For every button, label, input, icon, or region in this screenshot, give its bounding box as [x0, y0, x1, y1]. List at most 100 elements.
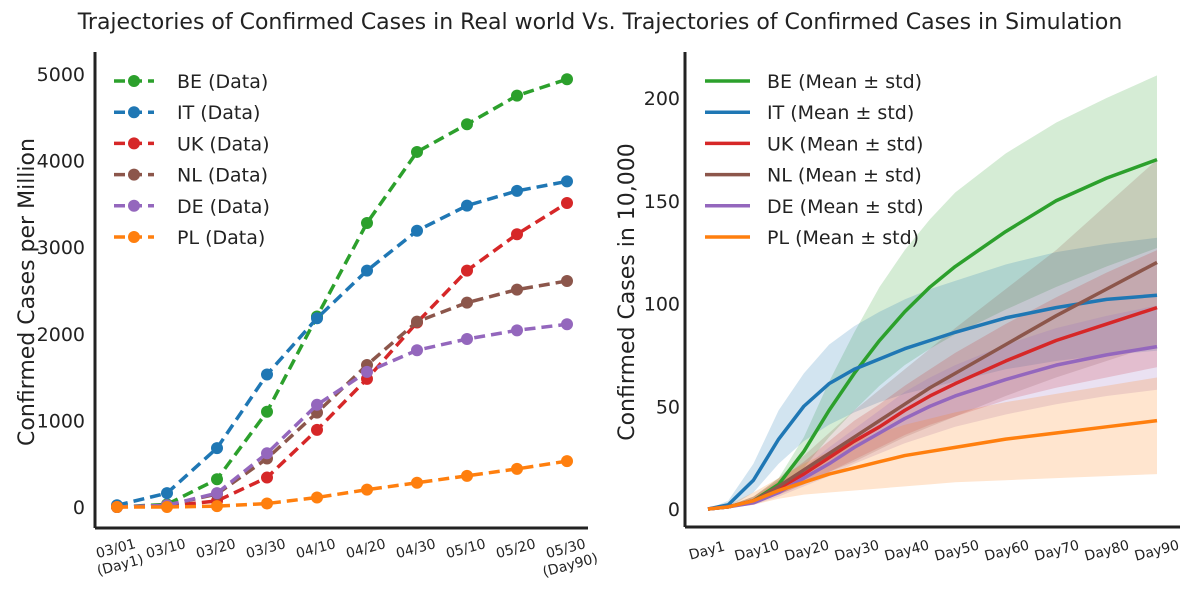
y-tick-label: 1000	[37, 410, 85, 432]
data-point	[511, 184, 523, 197]
data-point	[161, 501, 173, 513]
data-point	[311, 312, 323, 325]
simulation-series	[707, 158, 1158, 511]
data-point	[311, 491, 323, 504]
y-tick-label: 0	[668, 499, 680, 521]
y-axis-label: Confirmed Cases in 10,000	[615, 143, 640, 441]
data-point	[561, 73, 573, 86]
legend-label: PL (Data)	[177, 227, 265, 249]
data-point	[261, 447, 273, 460]
x-tick-label: 03/20	[194, 536, 237, 562]
x-tick-label: Day90	[1133, 538, 1181, 565]
y-tick-label: 200	[644, 88, 680, 110]
legend-marker	[128, 75, 140, 87]
data-point	[411, 315, 423, 328]
series-pl-data	[111, 455, 573, 513]
legend-label: BE (Data)	[177, 71, 268, 93]
x-tick-label: Day70	[1033, 538, 1081, 565]
y-tick-label: 50	[656, 396, 680, 418]
x-tick-label: 03/01(Day1)	[91, 535, 145, 579]
x-tick-label: 05/30(Day90)	[537, 534, 600, 580]
real-world-legend: BE (Data) IT (Data) UK (Data) NL (Data) DE (…	[114, 71, 270, 249]
data-point	[461, 199, 473, 212]
legend-label: IT (Mean ± std)	[767, 102, 914, 124]
data-point	[311, 398, 323, 411]
data-point	[461, 332, 473, 345]
data-point	[161, 487, 173, 500]
legend-label: UK (Mean ± std)	[767, 133, 923, 155]
y-tick-label: 2000	[37, 324, 85, 346]
legend-label: DE (Data)	[177, 196, 270, 218]
series-line	[116, 279, 568, 509]
data-point	[261, 471, 273, 484]
data-point	[511, 462, 523, 475]
legend-item-be-data: BE (Data)	[114, 71, 268, 93]
legend-item-pl-data: PL (Data)	[114, 227, 265, 249]
x-tick-label: Day30	[833, 538, 881, 565]
data-point	[461, 264, 473, 277]
data-point	[411, 145, 423, 158]
mean-line-it-mean-std	[707, 293, 1158, 511]
series-line	[116, 77, 568, 509]
legend-marker	[128, 231, 140, 243]
std-band-it-mean-std	[708, 237, 1157, 510]
x-tick-label: 03/30	[244, 536, 287, 562]
data-point	[211, 442, 223, 455]
y-tick-label: 0	[73, 497, 85, 519]
data-point	[211, 473, 223, 486]
legend-label: PL (Mean ± std)	[767, 227, 919, 249]
legend-item-de-mean-std: DE (Mean ± std)	[705, 196, 924, 218]
series-line	[116, 201, 568, 509]
data-point	[261, 497, 273, 510]
simulation-chart: 0 50 100 150 200 Day1 Day10 Day20 Day30 Day40 Day5…	[615, 52, 1181, 565]
x-tick-label: Day50	[933, 538, 981, 565]
data-point	[361, 216, 373, 229]
data-point	[461, 118, 473, 131]
data-point	[511, 89, 523, 102]
legend-item-pl-mean-std: PL (Mean ± std)	[705, 227, 919, 249]
x-tick-label: 04/10	[294, 536, 337, 562]
series-line	[116, 322, 568, 509]
figure-title: Trajectories of Confirmed Cases in Real …	[77, 10, 1123, 35]
x-tick-label: Day20	[783, 538, 831, 565]
data-point	[261, 405, 273, 418]
series-line	[117, 459, 568, 509]
legend-item-uk-mean-std: UK (Mean ± std)	[705, 133, 923, 155]
data-point	[561, 318, 573, 331]
x-tick-label: Day10	[733, 538, 781, 565]
legend-item-de-data: DE (Data)	[114, 196, 270, 218]
x-tick-label: Day1	[687, 539, 726, 564]
data-point	[361, 365, 373, 378]
legend-marker	[128, 137, 140, 150]
legend-label: IT (Data)	[177, 102, 260, 124]
legend-item-be-mean-std: BE (Mean ± std)	[705, 71, 922, 93]
legend-item-it-data: IT (Data)	[114, 102, 260, 124]
data-point	[311, 423, 323, 436]
legend-item-it-mean-std: IT (Mean ± std)	[705, 102, 914, 124]
data-point	[561, 455, 573, 468]
series-line	[116, 179, 568, 507]
x-tick-label: 04/30	[394, 536, 437, 562]
legend-label: UK (Data)	[177, 133, 270, 155]
x-tick-label: Day80	[1083, 538, 1131, 565]
data-point	[411, 476, 423, 489]
data-point	[461, 296, 473, 309]
simulation-legend: BE (Mean ± std) IT (Mean ± std) UK (Mean ±…	[705, 71, 924, 249]
series-it-data	[111, 175, 573, 512]
x-tick-label: Day60	[983, 538, 1031, 565]
y-tick-label: 4000	[37, 151, 85, 173]
real-world-series	[111, 73, 573, 513]
legend-label: NL (Data)	[177, 165, 268, 187]
data-point	[561, 175, 573, 188]
data-point	[111, 501, 123, 513]
data-point	[561, 197, 573, 210]
legend-marker	[128, 199, 140, 212]
legend-label: DE (Mean ± std)	[767, 196, 924, 218]
legend-marker	[128, 168, 140, 181]
series-nl-data	[111, 274, 573, 513]
y-tick-label: 100	[644, 294, 680, 316]
y-tick-label: 150	[644, 191, 680, 213]
legend-item-nl-mean-std: NL (Mean ± std)	[705, 165, 922, 187]
legend-item-nl-data: NL (Data)	[114, 165, 268, 187]
